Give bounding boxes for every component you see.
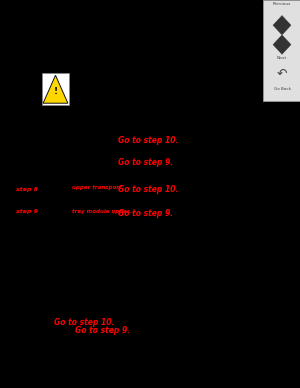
Text: Go Back: Go Back bbox=[274, 87, 290, 91]
Text: Go to step 10.: Go to step 10. bbox=[118, 136, 179, 145]
Text: !: ! bbox=[53, 87, 58, 96]
Text: Go to step 10.: Go to step 10. bbox=[118, 185, 179, 194]
Text: Previous: Previous bbox=[273, 2, 291, 6]
Text: ↶: ↶ bbox=[277, 68, 287, 81]
Text: Next: Next bbox=[277, 56, 287, 60]
Text: Go to step 9.: Go to step 9. bbox=[118, 158, 174, 168]
Polygon shape bbox=[273, 16, 291, 35]
Text: Go to step 9.: Go to step 9. bbox=[75, 326, 130, 335]
Text: upper transport: upper transport bbox=[72, 185, 122, 189]
Text: step 8: step 8 bbox=[16, 187, 38, 192]
Text: step 9: step 9 bbox=[16, 209, 38, 214]
FancyBboxPatch shape bbox=[42, 73, 69, 105]
Text: Go to step 10.: Go to step 10. bbox=[54, 318, 114, 327]
FancyBboxPatch shape bbox=[262, 0, 300, 101]
Text: tray module upper...: tray module upper... bbox=[72, 209, 135, 214]
Text: Go to step 9.: Go to step 9. bbox=[118, 209, 174, 218]
Polygon shape bbox=[273, 35, 291, 54]
Polygon shape bbox=[43, 75, 68, 103]
